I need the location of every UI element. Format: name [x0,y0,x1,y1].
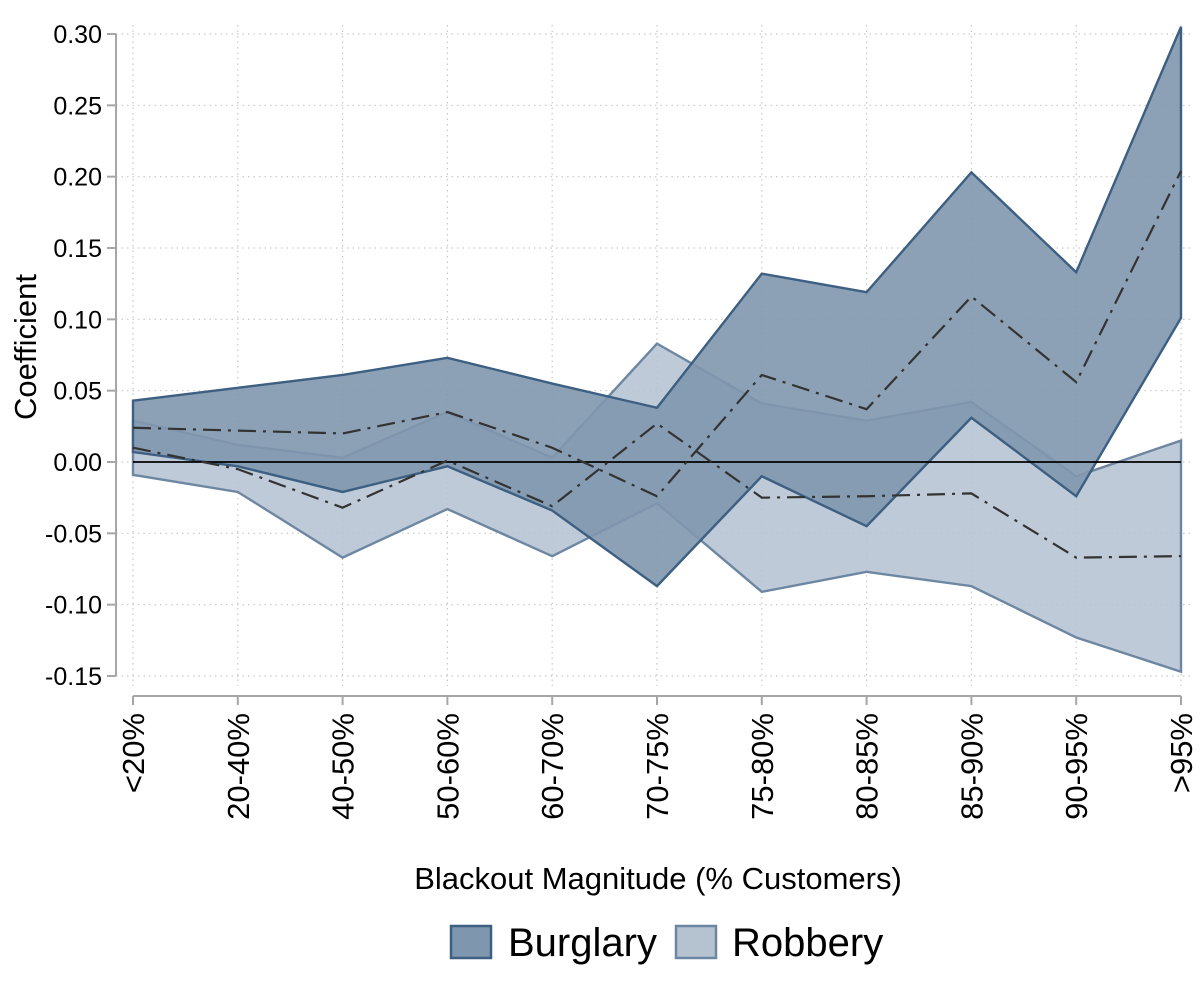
axes: 0.30 0.25 0.20 0.15 0.10 0.05 0.00 -0.05 -0.10 -0… [45,21,1199,820]
y-tick-label-1: 0.25 [53,92,102,120]
legend-label-burglary: Burglary [508,921,657,965]
x-tick-label-10: >95% [1164,713,1199,793]
legend-swatch-burglary [449,924,493,960]
x-axis-title: Blackout Magnitude (% Customers) [414,861,902,896]
legend: Burglary Robbery [449,921,883,965]
x-tick-label-4: 60-70% [535,713,570,820]
x-tick-label-9: 90-95% [1059,713,1094,820]
y-tick-label-6: 0.00 [53,449,102,477]
x-tick-label-3: 50-60% [430,713,465,820]
x-tick-label-7: 80-85% [850,713,885,820]
y-tick-label-9: -0.15 [45,663,102,691]
estimate-line-robbery [132,422,1182,559]
y-tick-label-0: 0.30 [53,21,102,49]
x-tick-label-2: 40-50% [326,713,361,820]
y-tick-label-3: 0.15 [53,235,102,263]
y-axis-title: Coefficient [8,274,43,420]
confidence-bands [131,26,1183,674]
estimate-line-burglary [132,170,1182,498]
x-tick-label-0: <20% [116,713,151,793]
point-estimates [132,170,1182,559]
y-tick-label-4: 0.10 [53,306,102,334]
y-tick-label-2: 0.20 [53,164,102,192]
x-tick-label-1: 20-40% [221,713,256,820]
x-tick-label-6: 75-80% [745,713,780,820]
legend-label-robbery: Robbery [732,921,883,965]
y-tick-label-5: 0.05 [53,378,102,406]
y-tick-label-7: -0.05 [45,520,102,548]
y-tick-label-8: -0.10 [45,592,102,620]
x-tick-label-8: 85-90% [954,713,989,820]
legend-swatch-robbery [674,924,718,960]
x-tick-label-5: 70-75% [640,713,675,820]
band-burglary [131,26,1183,588]
